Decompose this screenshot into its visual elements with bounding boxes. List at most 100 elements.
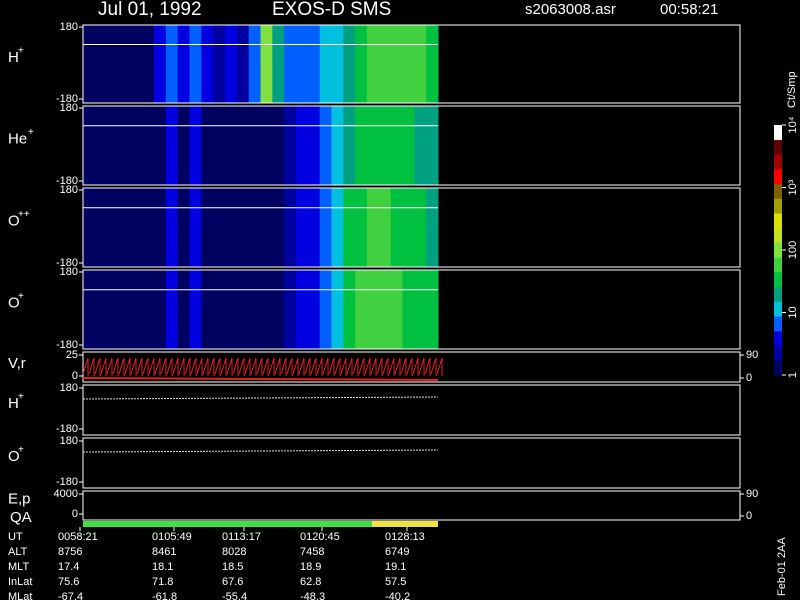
spectrogram-column	[201, 188, 214, 267]
colorbar-cell	[774, 227, 782, 243]
spectrogram-column	[248, 25, 261, 103]
spectrogram-column	[106, 188, 119, 267]
table-cell: 0113:17	[222, 531, 261, 543]
table-cell: 17.4	[58, 561, 79, 573]
spectrogram-column	[378, 25, 392, 103]
table-cell: 18.1	[152, 561, 173, 573]
spectrogram-column	[142, 270, 155, 349]
spectrogram-column	[378, 106, 392, 185]
y-tick-label: -180	[56, 175, 78, 187]
y-tick-label: 0	[746, 372, 752, 384]
table-cell: 0058:21	[58, 531, 98, 543]
file: s2063008.asr	[525, 1, 616, 18]
spectrogram-column	[177, 270, 190, 349]
spectrogram-column	[189, 106, 202, 185]
spectrogram-column	[426, 188, 439, 267]
table-cell: 75.6	[58, 576, 79, 588]
spectrogram-column	[165, 270, 179, 349]
spectrogram-column	[390, 25, 403, 103]
spectrogram-column	[343, 25, 356, 103]
colorbar-cell	[774, 139, 782, 155]
spectrogram-column	[118, 270, 131, 349]
colorbar-cell	[774, 272, 782, 288]
spectrogram-column	[248, 270, 261, 349]
qa-good	[83, 521, 372, 527]
panel-label: He	[8, 130, 27, 147]
y-tick-label: 180	[60, 184, 78, 196]
spectrogram-column	[213, 270, 226, 349]
table-cell: -55.4	[222, 591, 247, 600]
spectrogram-column	[355, 25, 368, 103]
table-cell: -61.8	[152, 591, 177, 600]
spectrogram-column	[236, 270, 250, 349]
spectrogram-column	[319, 25, 332, 103]
spectrogram-column	[142, 188, 155, 267]
spectrogram-column	[307, 270, 321, 349]
panel-frame	[82, 269, 741, 350]
spectrogram-column	[106, 25, 119, 103]
spectrogram-column	[296, 270, 309, 349]
spectrogram-column	[118, 106, 131, 185]
spectrogram-column	[225, 270, 238, 349]
panel-frame	[82, 384, 741, 436]
spectrogram-column	[189, 270, 202, 349]
unit: Ct/Smp	[786, 71, 798, 108]
spectrogram-column	[83, 270, 96, 349]
spectrogram-column	[130, 270, 143, 349]
spectrogram-column	[343, 270, 356, 349]
spectrogram-column	[154, 188, 167, 267]
spectrogram-column	[213, 106, 226, 185]
time: 00:58:21	[660, 1, 718, 18]
colorbar-cell	[774, 330, 782, 346]
spectrogram-column	[284, 106, 297, 185]
spectrogram-column	[284, 188, 297, 267]
y-tick-label: -180	[56, 257, 78, 269]
spectrogram-column	[177, 188, 190, 267]
colorbar-tick-label: 10³	[787, 179, 799, 195]
spectrogram-column	[319, 270, 332, 349]
table-row-label: MLat	[8, 591, 32, 600]
instrument: EXOS-D SMS	[272, 0, 391, 20]
spectrogram-column	[130, 25, 143, 103]
y-tick-label: 180	[60, 382, 78, 394]
spectrogram-column	[165, 188, 179, 267]
y-tick-label: 180	[60, 435, 78, 447]
colorbar-cell	[774, 154, 782, 170]
y-tick-label: 0	[72, 508, 78, 520]
panel-label-sup: ++	[18, 209, 30, 220]
spectrogram-column	[142, 25, 155, 103]
spectrogram-column	[165, 106, 179, 185]
panel-frame	[82, 351, 741, 383]
spectrogram-column	[225, 106, 238, 185]
panel-label-sup: +	[18, 291, 24, 302]
table-cell: 18.9	[300, 561, 321, 573]
colorbar-cell	[774, 125, 782, 141]
spectrogram-column	[426, 270, 439, 349]
spectrogram-column	[154, 106, 167, 185]
spectrogram-column	[201, 270, 214, 349]
spectrogram-column	[272, 188, 285, 267]
colorbar-cell	[774, 360, 782, 376]
panel-label: O	[8, 212, 20, 229]
panel-label: H	[8, 395, 19, 412]
spectrogram-column	[402, 188, 415, 267]
table-cell: 67.6	[222, 576, 243, 588]
colorbar-cell	[774, 213, 782, 229]
y-tick-label: 90	[746, 488, 758, 500]
spectrogram-column	[236, 25, 250, 103]
spectrogram-column	[307, 106, 321, 185]
spectrogram-column	[414, 270, 427, 349]
y-tick-label: 0	[72, 370, 78, 382]
spectrogram-column	[331, 188, 344, 267]
spectrogram-column	[189, 25, 202, 103]
spectrogram-column	[367, 25, 380, 103]
spectrogram-column	[426, 106, 439, 185]
table-cell: 8461	[152, 546, 176, 558]
y-tick-label: -180	[56, 423, 78, 435]
panel-label-sup: +	[18, 392, 24, 403]
spectrogram-column	[83, 188, 96, 267]
spectrogram-column	[367, 188, 380, 267]
spectrogram-column	[213, 188, 226, 267]
spectrogram-column	[165, 25, 179, 103]
table-row-label: ALT	[8, 546, 28, 558]
